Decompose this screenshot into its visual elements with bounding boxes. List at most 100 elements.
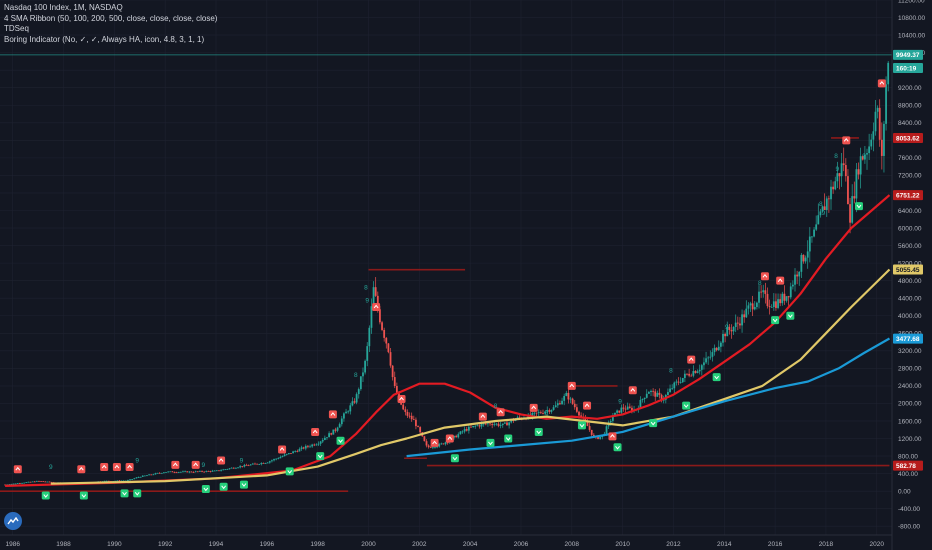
candle-body <box>622 407 625 409</box>
td-count-label: 8 <box>364 284 368 291</box>
candle-body <box>27 481 30 483</box>
candle-body <box>711 352 714 357</box>
candle-body <box>880 139 883 156</box>
candle-body <box>667 392 669 396</box>
candle-body <box>639 399 642 408</box>
candle-body <box>137 477 140 478</box>
candle-body <box>497 423 500 426</box>
sell-signal-box <box>372 302 381 311</box>
candle-body <box>694 371 697 373</box>
candle-body <box>861 156 864 160</box>
candle-body <box>349 405 352 412</box>
candle-body <box>395 385 398 394</box>
candle-body <box>425 441 428 446</box>
sell-signal-icon <box>77 465 86 474</box>
price-tag <box>893 333 923 344</box>
sell-signal-glyph <box>688 357 694 361</box>
candle-body <box>304 445 307 449</box>
candle-body <box>188 471 191 473</box>
legend-indicator-tdseq[interactable]: TDSeq <box>4 24 29 33</box>
candle-body <box>605 426 608 434</box>
candle-body <box>552 407 555 410</box>
candle-body <box>38 480 40 482</box>
candle-body <box>800 254 803 272</box>
candle-body <box>31 481 34 483</box>
price-tag <box>893 62 923 73</box>
candle-body <box>201 470 203 472</box>
candle-body <box>825 198 828 210</box>
candle-body <box>152 474 155 476</box>
y-tick-label: 2000.00 <box>898 401 922 408</box>
x-tick-label: 1996 <box>260 541 275 548</box>
candle-body <box>802 254 805 262</box>
candle-body <box>844 165 847 177</box>
candle-body <box>747 305 750 309</box>
candle-body <box>366 346 369 361</box>
candle-body <box>732 327 735 332</box>
candle-body <box>662 399 665 401</box>
buy-signal-box <box>771 316 780 325</box>
candle-body <box>103 480 106 482</box>
buy-signal-box <box>133 489 142 498</box>
candle-body <box>781 293 784 304</box>
candle-body <box>281 456 284 458</box>
sell-signal-glyph <box>843 138 849 142</box>
buy-signal-glyph <box>579 424 585 428</box>
sell-signal-icon <box>191 460 200 469</box>
td-count-label: 9 <box>618 398 622 405</box>
sell-signal-glyph <box>879 81 885 85</box>
candle-body <box>438 444 441 447</box>
candle-body <box>453 435 455 438</box>
candle-body <box>569 398 572 400</box>
candle-body <box>811 236 813 238</box>
y-tick-label: 5200.00 <box>898 260 922 267</box>
sell-signal-glyph <box>172 462 178 467</box>
sell-signal-icon <box>628 386 637 395</box>
candle-body <box>870 139 873 147</box>
sma200-line <box>406 337 891 458</box>
candle-body <box>501 423 504 426</box>
candle-body <box>590 429 593 435</box>
candle-body <box>768 306 771 307</box>
x-tick-label: 2002 <box>412 541 427 548</box>
legend-indicator-sma-ribbon[interactable]: 4 SMA Ribbon (50, 100, 200, 500, close, … <box>4 13 218 23</box>
candle-body <box>143 475 146 477</box>
candle-body <box>872 131 875 140</box>
candle-body <box>393 377 396 386</box>
candle-body <box>813 229 815 237</box>
sell-signal-icon <box>567 381 576 390</box>
candle-body <box>758 291 760 303</box>
legend-title[interactable]: Nasdaq 100 Index, 1M, NASDAQ <box>4 3 123 12</box>
candle-body <box>273 459 275 461</box>
candle-body <box>33 481 36 483</box>
candle-body <box>779 299 782 304</box>
candle-body <box>654 391 657 397</box>
candle-body <box>715 347 718 351</box>
y-tick-label: 2400.00 <box>898 383 922 390</box>
buy-signal-icon <box>285 467 294 476</box>
candle-body <box>194 471 197 473</box>
candle-body <box>417 426 419 428</box>
candle-body <box>446 442 449 444</box>
buy-signal-glyph <box>122 492 127 496</box>
legend-indicator-boring[interactable]: Boring Indicator (No, ✓, ✓, Always HA, i… <box>4 34 205 44</box>
tradingview-logo-icon[interactable] <box>4 512 22 530</box>
candle-body <box>271 460 273 462</box>
candle-body <box>415 419 417 427</box>
candle-body <box>171 471 174 473</box>
buy-signal-box <box>79 491 88 500</box>
candle-body <box>717 346 720 351</box>
candle-body <box>658 392 661 395</box>
candle-body <box>139 476 142 478</box>
sell-signal-box <box>628 386 637 395</box>
candle-body <box>251 463 254 465</box>
candle-body <box>298 448 301 452</box>
candle-body <box>624 408 627 410</box>
candle-body <box>300 447 303 449</box>
sell-signal-box <box>478 412 487 421</box>
y-tick-label: -400.00 <box>898 506 920 513</box>
candle-body <box>506 422 508 426</box>
candle-body <box>878 107 881 140</box>
